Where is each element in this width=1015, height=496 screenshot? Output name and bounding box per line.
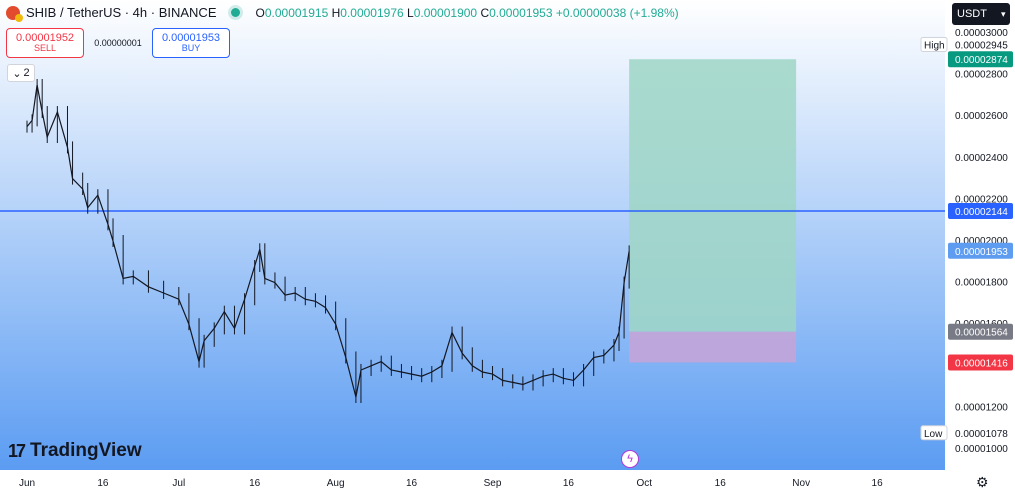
- y-tick-label: 0.00001200: [955, 402, 1008, 413]
- buy-price: 0.00001953: [161, 31, 221, 44]
- x-tick-label: Nov: [792, 478, 810, 489]
- close-value: 0.00001953: [489, 5, 553, 20]
- currency-selector[interactable]: USDT ▾: [952, 3, 1010, 25]
- time-axis-background: [0, 470, 945, 496]
- chevron-down-icon: ⌄: [12, 67, 22, 80]
- target-price-tag-label: 0.00002874: [955, 55, 1008, 66]
- low-marker-label: Low: [924, 429, 943, 440]
- price-series-line: [26, 84, 630, 398]
- position-stop-zone[interactable]: [629, 331, 797, 363]
- ohlc-values: O0.00001915 H0.00001976 L0.00001900 C0.0…: [255, 5, 679, 20]
- y-tick-label: 0.00003000: [955, 28, 1008, 39]
- trade-panel: 0.00001952 SELL 0.00000001 0.00001953 BU…: [6, 28, 230, 58]
- tradingview-watermark: 17 TradingView: [8, 440, 142, 462]
- entry-price-tag-box: [948, 323, 1013, 340]
- high-value: 0.00001976: [340, 5, 404, 20]
- low-marker-value: 0.00001078: [955, 429, 1008, 440]
- y-tick-label: 0.00002800: [955, 70, 1008, 81]
- indicators-toggle-button[interactable]: ⌄ 2: [7, 64, 35, 82]
- entry-price-tag-label: 0.00001564: [955, 328, 1008, 339]
- x-tick-label: Jun: [19, 478, 35, 489]
- x-tick-label: Aug: [327, 478, 345, 489]
- current-price-tag-box: [948, 242, 1013, 259]
- high-marker-box: [920, 36, 948, 52]
- stop-price-tag-label: 0.00001416: [955, 358, 1008, 369]
- chart-background: [0, 0, 945, 470]
- chevron-down-icon: ▾: [1000, 8, 1006, 19]
- tradingview-logo-icon: 17: [8, 440, 26, 461]
- change-value: +0.00000038 (+1.98%): [555, 5, 679, 20]
- spread-value: 0.00000001: [94, 38, 142, 48]
- x-tick-label: 16: [97, 478, 109, 489]
- current-price-tag-label: 0.00001953: [955, 247, 1008, 258]
- market-status-icon: [230, 8, 240, 17]
- symbol-logo-icon: [6, 5, 23, 22]
- y-tick-label: 0.00002000: [955, 236, 1008, 247]
- price-tags: 0.00002874 0.00002144 0.00001953 0.00001564…: [920, 36, 1013, 441]
- y-tick-label: 0.00002400: [955, 153, 1008, 164]
- low-value: 0.00001900: [413, 5, 478, 20]
- sell-price: 0.00001952: [15, 31, 75, 44]
- x-tick-label: 16: [715, 478, 727, 489]
- y-tick-label: 0.00001800: [955, 278, 1008, 289]
- stop-price-tag-box: [948, 354, 1013, 371]
- open-value: 0.00001915: [264, 5, 329, 20]
- buy-button[interactable]: 0.00001953 BUY: [152, 28, 230, 58]
- x-tick-label: Oct: [637, 478, 653, 489]
- gear-icon[interactable]: ⚙: [976, 474, 989, 490]
- currency-label: USDT: [957, 8, 987, 20]
- x-tick-label: 16: [406, 478, 418, 489]
- buy-label: BUY: [181, 43, 201, 54]
- sell-label: SELL: [33, 43, 57, 54]
- watermark-text: TradingView: [30, 440, 142, 461]
- x-tick-label: Jul: [172, 478, 185, 489]
- time-axis[interactable]: Jun 16 Jul 16 Aug 16 Sep 16 Oct 16 Nov 16: [19, 478, 883, 489]
- indicators-count: 2: [23, 67, 30, 79]
- y-tick-label: 0.00002200: [955, 194, 1008, 205]
- x-tick-label: Sep: [484, 478, 502, 489]
- x-tick-label: 16: [249, 478, 261, 489]
- y-tick-label: 0.00001000: [955, 444, 1008, 455]
- hline-price-tag-label: 0.00002144: [955, 207, 1008, 218]
- target-price-tag-box: [948, 51, 1013, 68]
- symbol-title[interactable]: SHIB / TetherUS · 4h · BINANCE: [26, 5, 217, 20]
- sell-button[interactable]: 0.00001952 SELL: [6, 28, 84, 58]
- candles-group: [26, 79, 630, 403]
- chart-header: SHIB / TetherUS · 4h · BINANCE O0.000019…: [6, 5, 679, 22]
- low-marker-box: [920, 425, 948, 441]
- high-marker-value: 0.00002945: [955, 40, 1008, 51]
- position-target-zone[interactable]: [629, 59, 797, 332]
- x-tick-label: 16: [872, 478, 884, 489]
- y-tick-label: 0.00002600: [955, 111, 1008, 122]
- hline-price-tag-box: [948, 203, 1013, 220]
- high-marker-label: High: [924, 40, 945, 51]
- flash-icon[interactable]: ϟ: [621, 450, 639, 468]
- x-tick-label: 16: [563, 478, 575, 489]
